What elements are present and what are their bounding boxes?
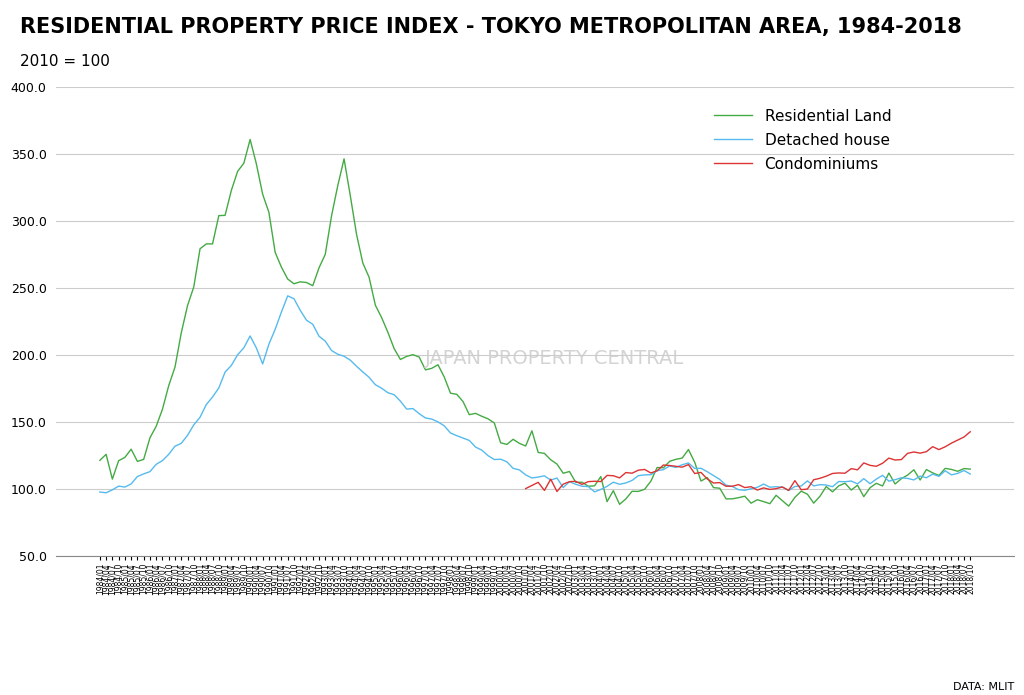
Text: JAPAN PROPERTY CENTRAL: JAPAN PROPERTY CENTRAL [425,350,684,368]
Residential Land [94,456,106,464]
Residential Land [782,502,795,510]
Detached house [539,472,551,480]
Detached house [965,470,977,478]
Text: RESIDENTIAL PROPERTY PRICE INDEX - TOKYO METROPOLITAN AREA, 1984-2018: RESIDENTIAL PROPERTY PRICE INDEX - TOKYO… [20,17,963,38]
Residential Land [463,411,475,419]
Residential Land [965,465,977,473]
Residential Land [181,302,194,310]
Text: DATA: MLIT: DATA: MLIT [952,682,1014,692]
Residential Land [143,434,156,442]
Detached house [187,420,200,429]
Legend: Residential Land, Detached house, Condominiums: Residential Land, Detached house, Condom… [714,108,891,172]
Line: Detached house: Detached house [100,296,971,493]
Detached house [100,489,113,497]
Residential Land [532,448,545,457]
Detached house [282,292,294,300]
Condominiums [965,427,977,436]
Detached house [256,360,268,368]
Residential Land [256,190,268,198]
Detached house [151,460,163,468]
Condominiums [525,481,538,489]
Line: Condominiums: Condominiums [525,432,971,491]
Detached house [469,443,481,451]
Residential Land [244,136,256,144]
Text: 2010 = 100: 2010 = 100 [20,54,111,70]
Detached house [94,488,106,496]
Line: Residential Land: Residential Land [100,140,971,506]
Detached house [131,473,143,481]
Residential Land [125,445,137,453]
Condominiums [951,436,964,444]
